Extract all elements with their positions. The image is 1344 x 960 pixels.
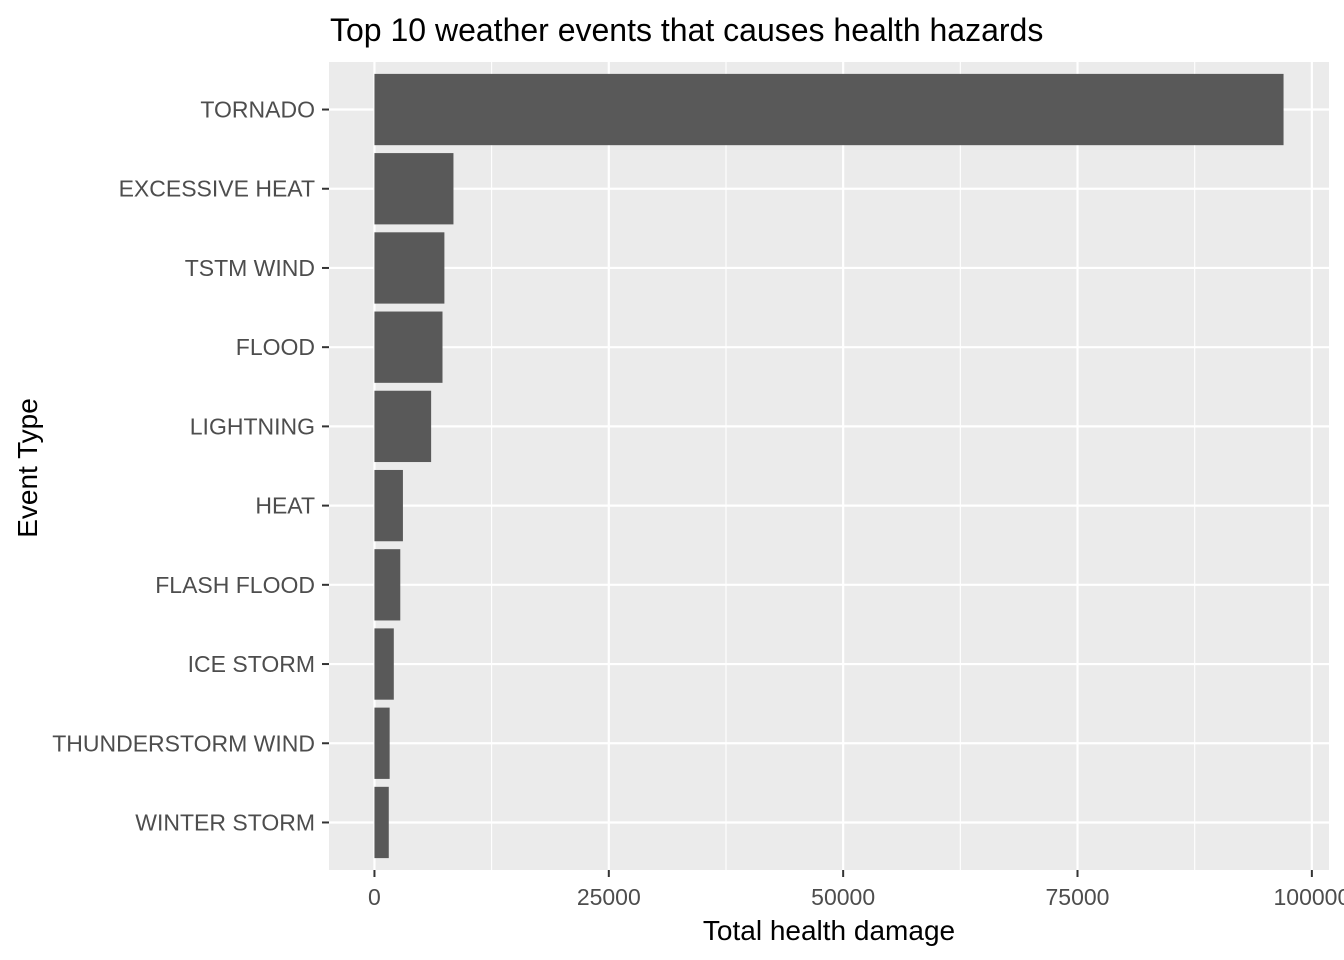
bar [374,469,403,542]
x-tick-label: 75000 [1046,884,1110,910]
x-tick-label: 50000 [811,884,875,910]
bar [374,311,443,383]
bar [374,549,401,621]
y-tick-label: EXCESSIVE HEAT [119,176,315,202]
x-tick-label: 0 [368,884,381,910]
bar [374,390,432,463]
y-tick-label: WINTER STORM [135,809,315,835]
bar [374,707,390,779]
y-tick-label: FLOOD [236,334,315,360]
y-tick-label: FLASH FLOOD [155,572,315,598]
bar [374,73,1284,146]
y-axis-title: Event Type [12,398,43,538]
y-tick-label: THUNDERSTORM WIND [52,730,315,756]
x-tick-label: 100000 [1273,884,1344,910]
y-tick-label: TSTM WIND [185,255,315,281]
bar [374,786,389,859]
y-tick-label: LIGHTNING [190,413,315,439]
minor-gridlines [491,62,1196,870]
y-tick-label: TORNADO [200,97,315,123]
major-gridlines [329,62,1329,870]
y-axis: TORNADO EXCESSIVE HEAT TSTM WIND FLOOD LIGHT… [52,97,329,835]
bars [374,73,1284,859]
x-axis-title: Total health damage [703,915,955,946]
bar [374,153,454,225]
x-axis: 0 25000 50000 75000 100000 [368,870,1344,910]
y-tick-label: HEAT [255,493,315,519]
x-tick-label: 25000 [577,884,641,910]
bar [374,628,394,700]
chart-title: Top 10 weather events that causes health… [330,12,1043,48]
panel-background [329,62,1329,870]
y-tick-label: ICE STORM [188,651,315,677]
bar [374,232,445,304]
